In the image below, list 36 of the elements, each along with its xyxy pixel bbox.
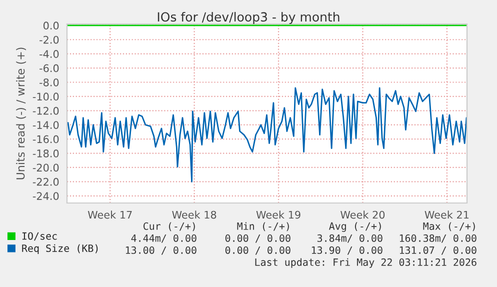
x-tick-label: Week 17: [88, 210, 132, 219]
text: 4.44m/ 0.00: [131, 234, 196, 243]
text: 3.84m/ 0.00: [317, 234, 382, 243]
y-tick-label: -10.0: [32, 92, 59, 101]
y-tick-label: -8.0: [40, 78, 59, 86]
text: Avg (-/+): [329, 222, 381, 232]
y-tick-label: -2.0: [40, 36, 59, 44]
text: 0.00 / 0.00: [225, 246, 290, 255]
y-tick-label: -20.0: [32, 164, 59, 172]
x-tick-label: Week 20: [340, 210, 385, 219]
line-series: [67, 87, 467, 182]
x-tick-label: Week 19: [256, 210, 300, 219]
text: 131.07 / 0.00: [400, 246, 476, 255]
y-tick-label: -24.0: [32, 192, 59, 200]
chart-title: IOs for /dev/loop3 - by month: [158, 12, 340, 24]
x-tick-label: Week 18: [172, 210, 216, 219]
y-axis-title: Units read (-) / write (+): [16, 48, 26, 180]
x-tick-label: Week 21: [424, 210, 469, 219]
y-tick-label: -18.0: [32, 150, 59, 158]
y-tick-label: -6.0: [40, 64, 59, 72]
text: 0.00 / 0.00: [225, 234, 290, 243]
text: Min (-/+): [237, 222, 289, 232]
y-tick-label: -22.0: [32, 178, 59, 186]
y-tick-label: -12.0: [32, 106, 59, 115]
y-tick-label: 0.0: [43, 22, 59, 30]
text: Cur (-/+): [143, 222, 195, 232]
text: Max (-/+): [423, 222, 475, 232]
text: 13.90 / 0.00: [312, 246, 382, 255]
text: Last update: Fri May 22 03:11:21 2026: [255, 258, 476, 268]
y-tick-label: -16.0: [32, 135, 59, 144]
text: 13.00 / 0.00: [126, 246, 196, 255]
text: 160.38m/ 0.00: [400, 234, 476, 243]
y-tick-label: -4.0: [40, 50, 59, 58]
legend-label: IO/sec: [22, 232, 57, 241]
legend-label: Req Size (KB): [22, 244, 98, 254]
y-tick-label: -14.0: [32, 121, 59, 129]
